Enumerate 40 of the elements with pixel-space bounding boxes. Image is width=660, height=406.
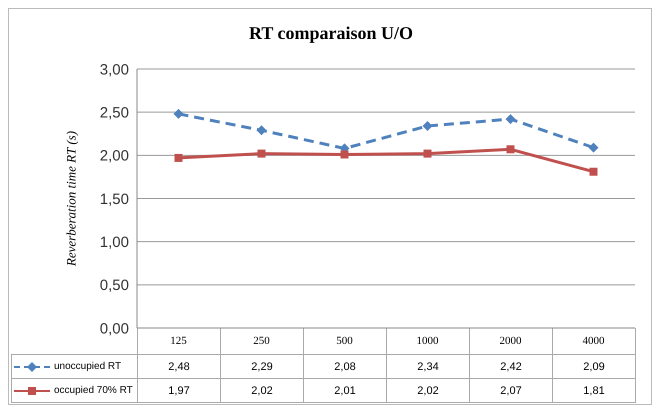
data-label: 2,02 <box>220 378 304 403</box>
y-tick-label: 0,00 <box>100 320 129 338</box>
data-label: 2,34 <box>386 354 470 379</box>
data-label: 2,29 <box>220 354 304 379</box>
y-tick-label: 1,50 <box>100 190 129 208</box>
point <box>424 150 432 158</box>
legend-label: unoccupied RT <box>54 361 122 372</box>
x-tick-label: 500 <box>336 334 354 347</box>
point <box>256 125 266 136</box>
y-tick-label: 3,00 <box>100 61 129 78</box>
data-label: 2,08 <box>303 354 387 379</box>
data-label: 2,07 <box>469 378 553 403</box>
x-tick-label: 2000 <box>500 334 522 347</box>
point <box>174 154 182 162</box>
data-label: 2,01 <box>303 378 387 403</box>
point <box>340 150 348 158</box>
point <box>590 168 598 176</box>
x-tick-label: 4000 <box>582 334 605 347</box>
y-tick-label: 2,50 <box>100 104 129 122</box>
point <box>422 120 432 131</box>
data-label: 1,81 <box>552 378 636 403</box>
point <box>174 108 184 119</box>
point <box>506 114 516 124</box>
x-tick-label: 125 <box>170 334 188 347</box>
point <box>506 145 514 154</box>
point <box>258 150 266 158</box>
data-label: 1,97 <box>137 378 221 403</box>
data-label: 2,48 <box>137 354 221 379</box>
y-tick-label: 2,00 <box>100 148 129 165</box>
y-tick-label: 1,00 <box>100 234 129 251</box>
data-label: 2,02 <box>386 378 470 403</box>
y-tick-label: 0,50 <box>100 277 129 294</box>
x-tick-label: 250 <box>253 334 270 347</box>
data-label: 2,42 <box>469 354 553 379</box>
chart-title: RT comparaison U/O <box>248 23 414 44</box>
point <box>588 142 598 153</box>
x-tick-label: 1000 <box>416 334 439 347</box>
legend-label: occupied 70% RT <box>54 385 133 396</box>
data-label: 2,09 <box>552 354 636 379</box>
y-axis-title: Reverberation time RT (s) <box>64 130 79 268</box>
